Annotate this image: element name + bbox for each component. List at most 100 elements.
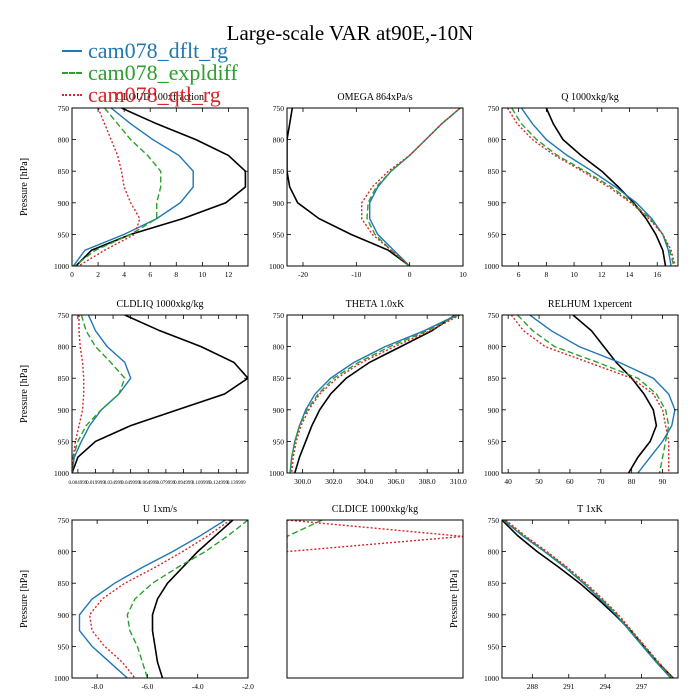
- panel-1: OMEGA 864xPa/s 750 800 850 900 950 1000 -20 -10 0…: [269, 92, 467, 279]
- series-line-2: [126, 520, 248, 678]
- series-line-2: [516, 315, 670, 473]
- y-tick-label: 800: [488, 343, 500, 352]
- panel-title: RELHUM 1xpercent: [548, 299, 632, 310]
- y-tick-label: 950: [58, 642, 70, 651]
- y-tick-label: 900: [488, 611, 500, 620]
- panel-6: U 1xm/s Pressure [hPa] 750 800 850 900 950 1000…: [19, 504, 254, 691]
- y-tick-label: 800: [58, 548, 70, 557]
- y-tick-label: 950: [273, 437, 285, 446]
- y-tick-label: 950: [273, 230, 285, 239]
- y-axis-label: Pressure [hPa]: [19, 158, 30, 216]
- panel-title: U 1xm/s: [143, 504, 177, 515]
- series-line-0: [502, 520, 674, 678]
- legend-label: cam078_expldiff: [88, 60, 238, 85]
- panel-3: CLDLIQ 1000xkg/kg Pressure [hPa] 750 800 850…: [19, 299, 249, 486]
- x-tick-label: 0.124999: [209, 481, 228, 486]
- panel-title: CLDLIQ 1000xkg/kg: [117, 299, 204, 310]
- y-tick-label: 800: [273, 136, 285, 145]
- x-tick-label: 12: [225, 270, 233, 279]
- y-tick-label: 1000: [54, 469, 69, 478]
- series-line-0: [294, 315, 456, 473]
- x-tick-label: 0.109999: [192, 481, 211, 486]
- y-axis-label: Pressure [hPa]: [19, 365, 30, 423]
- series-line-3: [510, 315, 670, 473]
- series-line-3: [88, 520, 231, 678]
- y-tick-label: 900: [488, 199, 500, 208]
- panel-title: THETA 1.0xK: [346, 299, 405, 310]
- x-tick-label: 6: [148, 270, 152, 279]
- legend-swatch: [62, 50, 82, 52]
- y-tick-label: 750: [488, 516, 500, 525]
- y-tick-label: 1000: [484, 469, 499, 478]
- x-tick-label: 0.034999: [104, 481, 123, 486]
- series-line-2: [74, 108, 162, 266]
- series-line-3: [78, 108, 141, 266]
- x-tick-label: 0.079999: [156, 481, 175, 486]
- x-tick-label: 70: [597, 477, 605, 486]
- y-tick-label: 900: [273, 406, 285, 415]
- x-tick-label: 0.094999: [174, 481, 193, 486]
- y-tick-label: 750: [488, 311, 500, 320]
- y-tick-label: 850: [58, 374, 70, 383]
- y-tick-label: 800: [58, 136, 70, 145]
- series-line-0: [72, 315, 248, 473]
- panel-title: Q 1000xkg/kg: [561, 92, 619, 103]
- panel-2: Q 1000xkg/kg 750 800 850 900 950 1000 6 8 10 12 14 1…: [484, 92, 679, 279]
- panel-5: RELHUM 1xpercent 750 800 850 900 950 1000 40 50 6…: [484, 299, 679, 486]
- legend-entry: cam078_expldiff: [62, 62, 238, 84]
- x-tick-label: 40: [504, 477, 512, 486]
- x-tick-label: -6.0: [141, 682, 153, 691]
- y-tick-label: 800: [273, 343, 285, 352]
- plot-frame: [286, 107, 464, 267]
- x-tick-label: 0.019999: [86, 481, 105, 486]
- legend-entry: cam078_dflt_rg: [62, 40, 238, 62]
- panel-4: THETA 1.0xK 750 800 850 900 950 1000 300.0 302.0…: [269, 299, 467, 486]
- legend-entry: cam078_qtl_rg: [62, 84, 238, 106]
- x-tick-label: 300.0: [294, 477, 311, 486]
- y-tick-label: 750: [58, 311, 70, 320]
- y-tick-label: 850: [488, 374, 500, 383]
- series-line-0: [151, 520, 234, 678]
- y-tick-label: 1000: [269, 262, 284, 271]
- plot-frame: [71, 519, 249, 679]
- x-tick-label: 294: [600, 682, 612, 691]
- y-tick-label: 800: [58, 343, 70, 352]
- x-tick-label: 10: [459, 270, 467, 279]
- x-tick-label: 302.0: [325, 477, 342, 486]
- x-tick-label: 0: [70, 270, 74, 279]
- x-tick-label: -2.0: [242, 682, 254, 691]
- panel-0: CLOUD 100xfraction Pressure [hPa] 750 800 85…: [19, 92, 249, 279]
- series-line-2: [511, 108, 675, 266]
- x-tick-label: 2: [96, 270, 100, 279]
- figure-title: Large-scale VAR at90E,-10N: [227, 21, 474, 45]
- legend-swatch: [62, 94, 82, 96]
- plot-frame: [71, 314, 249, 474]
- x-tick-label: -8.0: [91, 682, 103, 691]
- x-tick-label: 12: [598, 270, 606, 279]
- y-tick-label: 750: [58, 104, 70, 113]
- series-line-1: [78, 520, 226, 678]
- series-line-2: [503, 520, 673, 678]
- x-tick-label: -10: [351, 270, 361, 279]
- x-tick-label: 10: [570, 270, 578, 279]
- x-tick-label: 10: [199, 270, 207, 279]
- series-line-0: [572, 315, 658, 473]
- series-line-1: [502, 520, 672, 678]
- x-tick-label: 60: [566, 477, 574, 486]
- plot-frame: [286, 314, 464, 474]
- y-tick-label: 900: [58, 199, 70, 208]
- x-tick-label: 8: [544, 270, 548, 279]
- series-line-1: [72, 108, 194, 266]
- y-tick-label: 900: [488, 406, 500, 415]
- y-tick-label: 850: [273, 167, 285, 176]
- x-tick-label: 306.0: [388, 477, 405, 486]
- series-line-1: [520, 108, 672, 266]
- y-tick-label: 900: [58, 611, 70, 620]
- series-line-3: [291, 315, 461, 473]
- y-tick-label: 1000: [54, 262, 69, 271]
- series-line-0: [75, 108, 247, 266]
- y-tick-label: 900: [58, 406, 70, 415]
- series-line-0: [287, 108, 411, 266]
- x-tick-label: 16: [653, 270, 661, 279]
